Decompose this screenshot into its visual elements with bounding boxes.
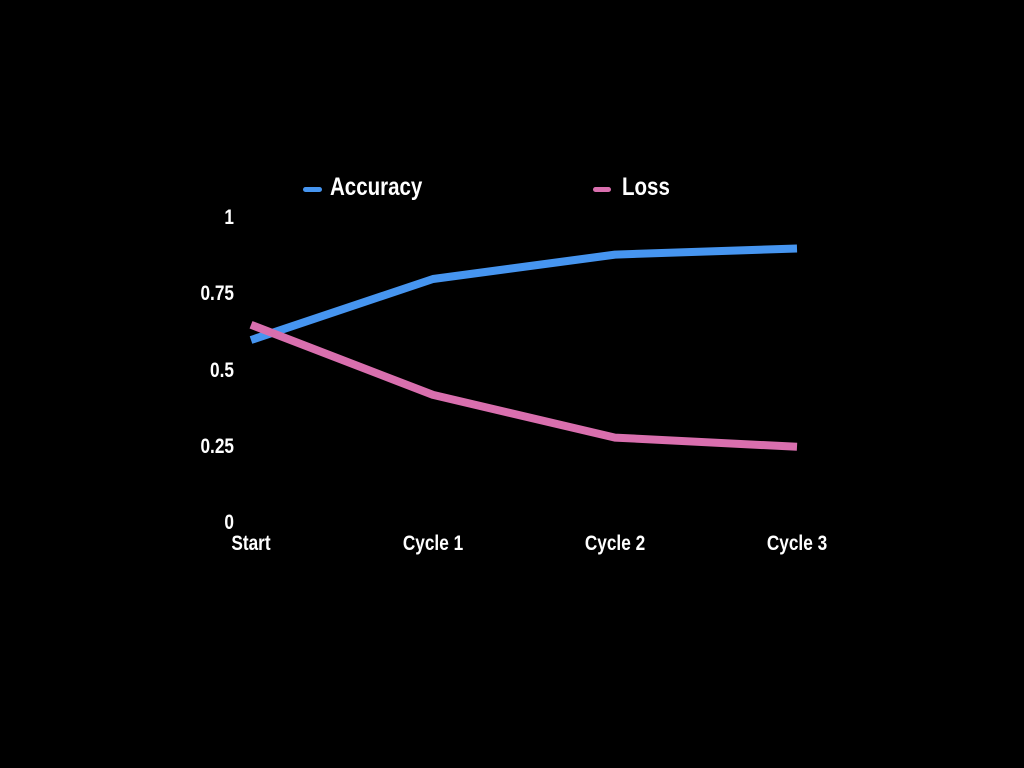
y-tick-label: 0.5	[210, 358, 234, 382]
x-tick-label: Cycle 2	[584, 532, 646, 555]
loss-legend-dash-icon	[593, 187, 611, 192]
x-tick-label: Cycle 3	[766, 532, 828, 555]
accuracy-line	[249, 244, 798, 344]
y-tick-label: 0.25	[200, 434, 234, 458]
y-tick-label: 0.75	[200, 282, 234, 306]
accuracy-legend-dash-icon	[303, 187, 322, 192]
y-tick-label: 0	[224, 511, 234, 534]
x-tick-label: Start	[231, 532, 271, 555]
loss-legend-label: Loss	[622, 173, 670, 201]
x-tick-label: Cycle 1	[402, 532, 464, 555]
accuracy-legend-label: Accuracy	[330, 173, 423, 201]
y-tick-label: 1	[224, 206, 234, 229]
loss-line	[249, 321, 798, 451]
